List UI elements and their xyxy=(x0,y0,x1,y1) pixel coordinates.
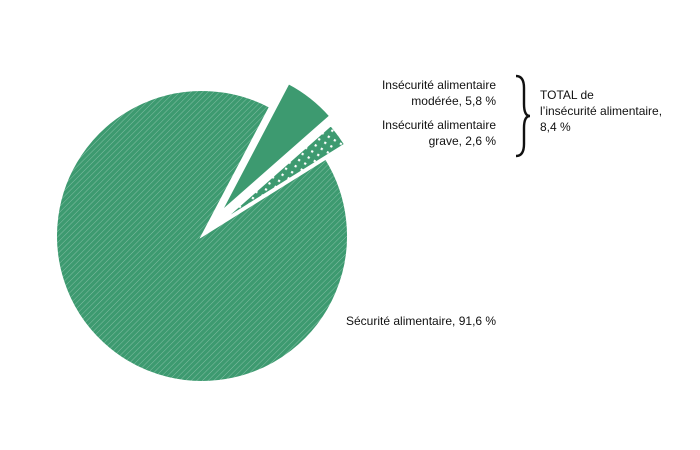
pie-slice xyxy=(220,123,347,223)
slice-label: Insécurité alimentaire modérée, 5,8 % xyxy=(381,78,496,108)
annotation: TOTAL de l’insécurité alimentaire, 8,4 % xyxy=(540,88,663,134)
pie-slice xyxy=(219,81,332,214)
brace xyxy=(515,74,531,158)
pie-slice xyxy=(55,89,349,383)
slice-label: Sécurité alimentaire, 91,6 % xyxy=(346,314,497,328)
slice-label: Insécurité alimentaire grave, 2,6 % xyxy=(381,118,496,148)
